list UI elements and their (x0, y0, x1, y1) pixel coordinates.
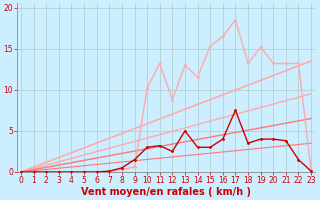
X-axis label: Vent moyen/en rafales ( km/h ): Vent moyen/en rafales ( km/h ) (81, 187, 251, 197)
